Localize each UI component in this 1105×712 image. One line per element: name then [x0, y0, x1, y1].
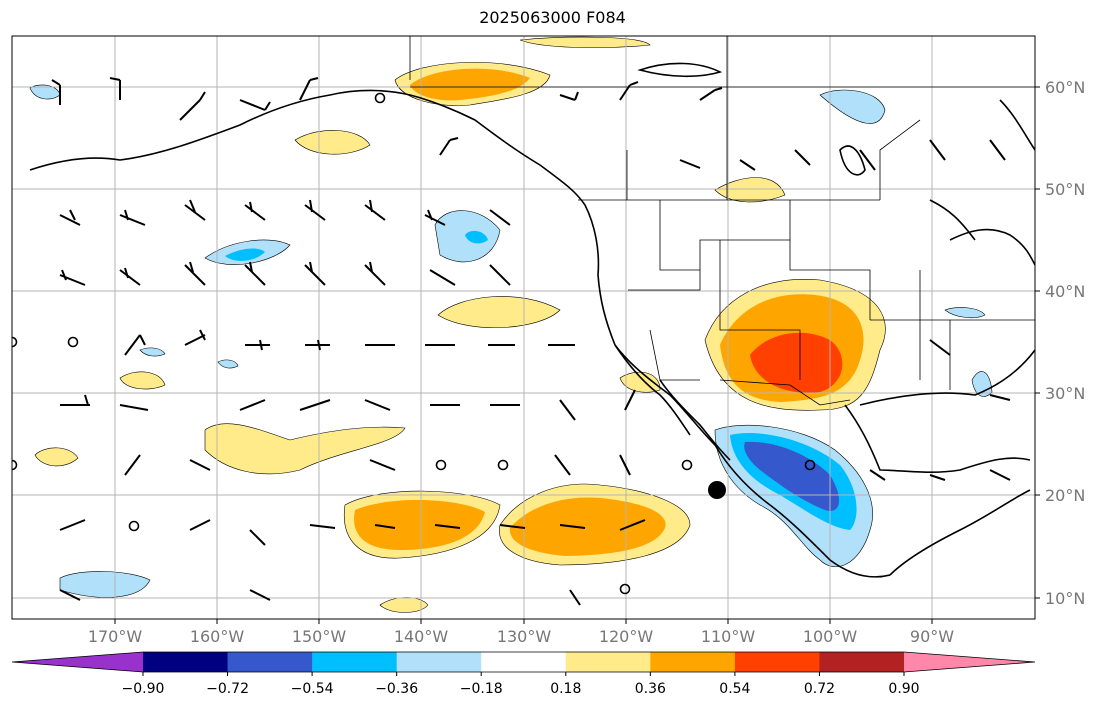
colorbar-tick-label: 0.90: [888, 681, 919, 697]
lon-label: 160°W: [190, 627, 245, 646]
colorbar-bin: [819, 652, 905, 672]
lon-label: 100°W: [803, 627, 858, 646]
colorbar-tick-label: −0.54: [291, 681, 334, 697]
map-title: 2025063000 F084: [479, 8, 626, 27]
lon-label: 130°W: [497, 627, 552, 646]
colorbar-tick-label: 0.36: [635, 681, 666, 697]
colorbar-tick-label: −0.90: [122, 681, 165, 697]
lat-label: 30°N: [1045, 384, 1085, 403]
lon-label: 120°W: [599, 627, 654, 646]
colorbar-extend-high: [904, 652, 1035, 672]
lat-label: 10°N: [1045, 589, 1085, 608]
colorbar-bin: [650, 652, 736, 672]
lat-label: 20°N: [1045, 486, 1085, 505]
colorbar-bin: [227, 652, 313, 672]
latitude-labels: 60°N 50°N 40°N 30°N 20°N 10°N: [1035, 78, 1085, 608]
graticule: [12, 36, 1035, 619]
lat-label: 60°N: [1045, 78, 1085, 97]
colorbar-bin: [143, 652, 229, 672]
lon-label: 110°W: [701, 627, 756, 646]
calm-wind-markers: [12, 92, 816, 595]
colorbar-bin: [312, 652, 398, 672]
negative-anomaly-contours: [29, 84, 993, 598]
lat-label: 50°N: [1045, 180, 1085, 199]
lon-label: 140°W: [394, 627, 449, 646]
colorbar-tick-label: 0.18: [550, 681, 581, 697]
colorbar-tick-label: −0.72: [206, 681, 249, 697]
colorbar-bin: [481, 652, 567, 672]
colorbar-tick-label: 0.54: [719, 681, 750, 697]
colorbar-bin: [734, 652, 820, 672]
wind-barbs: [51, 77, 1011, 606]
colorbar-tick-label: −0.18: [460, 681, 503, 697]
colorbar-tick-label: 0.72: [804, 681, 835, 697]
lon-label: 170°W: [88, 627, 143, 646]
lat-label: 40°N: [1045, 282, 1085, 301]
political-borders: [409, 36, 1035, 406]
lon-label: 150°W: [292, 627, 347, 646]
positive-anomaly-contours: [34, 36, 886, 613]
colorbar-bin: [565, 652, 651, 672]
colorbar-tick-label: −0.36: [375, 681, 418, 697]
colorbar-bin: [396, 652, 482, 672]
colorbar-extend-low: [12, 652, 143, 672]
lon-label: 90°W: [910, 627, 954, 646]
colorbar: −0.90 −0.72 −0.54 −0.36 −0.18 0.18 0.36 0.54 0.7…: [11, 651, 1036, 697]
longitude-labels: 170°W 160°W 150°W 140°W 130°W 120°W 110°…: [88, 619, 954, 646]
storm-center-marker: [708, 481, 726, 499]
coastlines: [29, 62, 1035, 578]
